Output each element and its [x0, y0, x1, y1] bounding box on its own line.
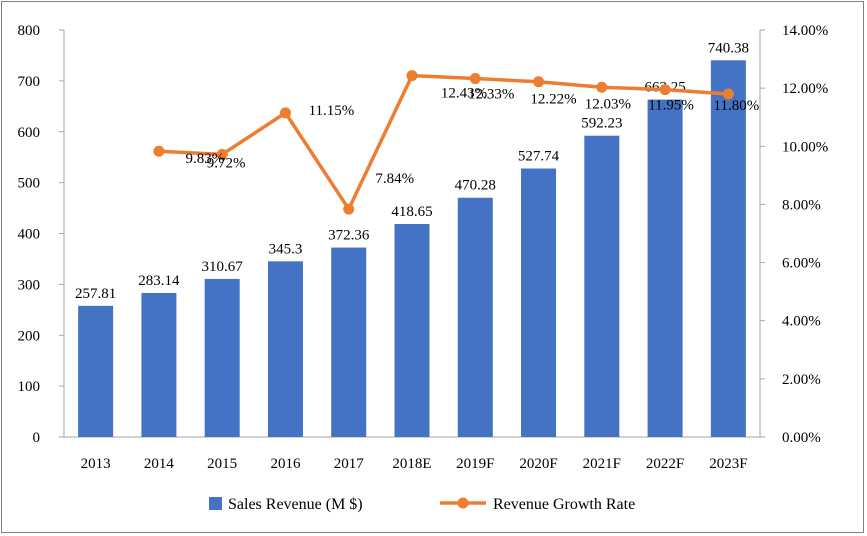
bar-2017 — [331, 247, 367, 437]
x-tick-label: 2013 — [81, 456, 111, 472]
growth-point-2015 — [216, 148, 228, 160]
right-tick-label: 6.00% — [782, 256, 821, 272]
bar-2018E — [394, 224, 430, 437]
x-tick-label: 2018E — [392, 456, 431, 472]
bar-data-label: 345.3 — [269, 241, 303, 257]
growth-data-label: 12.33% — [468, 87, 514, 103]
x-tick-label: 2020F — [519, 456, 557, 472]
bar-2014 — [141, 292, 177, 437]
x-tick-label: 2016 — [270, 456, 301, 472]
x-tick-label: 2015 — [207, 456, 237, 472]
x-tick-label: 2023F — [709, 456, 747, 472]
bar-data-label: 372.36 — [328, 228, 370, 244]
right-tick-label: 0.00% — [782, 430, 821, 446]
growth-data-label: 11.80% — [714, 98, 760, 114]
growth-point-2019F — [469, 73, 481, 85]
bar-2021F — [584, 135, 620, 437]
growth-data-label: 12.22% — [530, 92, 576, 108]
growth-data-label: 12.03% — [585, 96, 631, 112]
bar-data-label: 470.28 — [455, 178, 496, 194]
right-tick-label: 10.00% — [782, 139, 828, 155]
growth-point-2022F — [659, 84, 671, 96]
bar-2023F — [710, 60, 746, 438]
x-tick-label: 2022F — [646, 456, 684, 472]
growth-point-2020F — [533, 76, 545, 88]
left-tick-label: 800 — [18, 23, 41, 39]
left-tick-label: 200 — [18, 328, 41, 344]
legend-label-sales: Sales Revenue (M $) — [228, 496, 363, 513]
left-tick-label: 0 — [33, 430, 41, 446]
growth-point-2021F — [596, 81, 608, 93]
bar-data-label: 418.65 — [391, 204, 432, 220]
bar-2019F — [457, 197, 493, 437]
bar-2020F — [521, 168, 557, 437]
left-tick-label: 500 — [18, 176, 41, 192]
bar-data-label: 527.74 — [518, 149, 560, 165]
legend-label-growth: Revenue Growth Rate — [493, 496, 635, 513]
x-tick-label: 2017 — [334, 456, 365, 472]
growth-data-label: 7.84% — [375, 171, 414, 187]
growth-point-2016 — [279, 107, 291, 119]
bar-2016 — [267, 261, 303, 437]
left-tick-label: 300 — [18, 277, 41, 293]
growth-point-2023F — [722, 88, 734, 100]
growth-data-label: 11.15% — [309, 103, 355, 119]
legend-swatch-sales — [209, 497, 222, 510]
growth-rate-line — [158, 73, 729, 211]
left-tick-label: 100 — [18, 379, 41, 395]
legend-swatch-growth-marker — [457, 497, 469, 509]
bar-data-label: 283.14 — [138, 273, 180, 289]
bar-data-label: 740.38 — [708, 40, 749, 56]
right-tick-label: 12.00% — [782, 81, 828, 97]
growth-data-label: 9.83% — [186, 151, 225, 167]
bar-data-label: 310.67 — [202, 259, 244, 275]
left-tick-label: 700 — [18, 74, 41, 90]
left-tick-label: 400 — [18, 227, 41, 243]
growth-point-2014 — [153, 145, 165, 157]
x-tick-label: 2021F — [583, 456, 621, 472]
right-tick-label: 4.00% — [782, 314, 821, 330]
x-tick-label: 2019F — [456, 456, 494, 472]
left-tick-label: 600 — [18, 125, 41, 141]
right-tick-label: 14.00% — [782, 23, 828, 39]
growth-data-label: 12.43% — [441, 86, 487, 102]
growth-point-2017 — [343, 203, 355, 215]
right-tick-label: 2.00% — [782, 372, 821, 388]
bar-2022F — [647, 99, 683, 437]
growth-point-2018E — [406, 70, 418, 82]
x-tick-label: 2014 — [144, 456, 175, 472]
bar-data-label: 592.23 — [581, 116, 622, 132]
bar-2015 — [204, 278, 240, 437]
bar-2013 — [78, 305, 114, 437]
right-tick-label: 8.00% — [782, 197, 821, 213]
growth-data-label: 9.72% — [207, 155, 246, 171]
bar-data-label: 257.81 — [75, 286, 116, 302]
growth-data-label: 11.95% — [648, 98, 694, 114]
